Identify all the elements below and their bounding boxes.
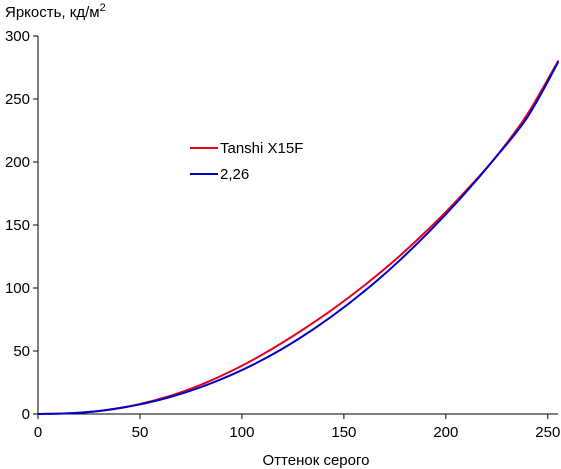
axes: 0 50 100 150 200 250 300 0 50 100 150 200 250 [5,28,560,441]
legend: Tanshi X15F 2,26 [190,140,303,183]
y-tick-label: 0 [22,406,30,423]
x-tick-label: 50 [132,424,149,441]
y-tick-label: 250 [5,91,30,108]
y-tick-label: 150 [5,217,30,234]
legend-label-0: Tanshi X15F [220,140,303,157]
x-tick-label: 200 [433,424,458,441]
x-tick-label: 150 [331,424,356,441]
y-tick-label: 50 [13,343,30,360]
x-axis-title: Оттенок серого [263,452,370,469]
x-tick-label: 0 [34,424,42,441]
series-layer [37,60,559,415]
x-tick-label: 100 [229,424,254,441]
labels: Яркость, кд/м2 Оттенок серого [5,2,369,469]
y-axis-title: Яркость, кд/м2 [5,2,106,21]
x-tick-label: 250 [535,424,560,441]
y-tick-label: 200 [5,154,30,171]
y-tick-label: 100 [5,280,30,297]
y-tick-label: 300 [5,28,30,45]
series-line-0 [37,60,559,415]
legend-label-1: 2,26 [220,166,249,183]
series-line-1 [37,61,559,415]
